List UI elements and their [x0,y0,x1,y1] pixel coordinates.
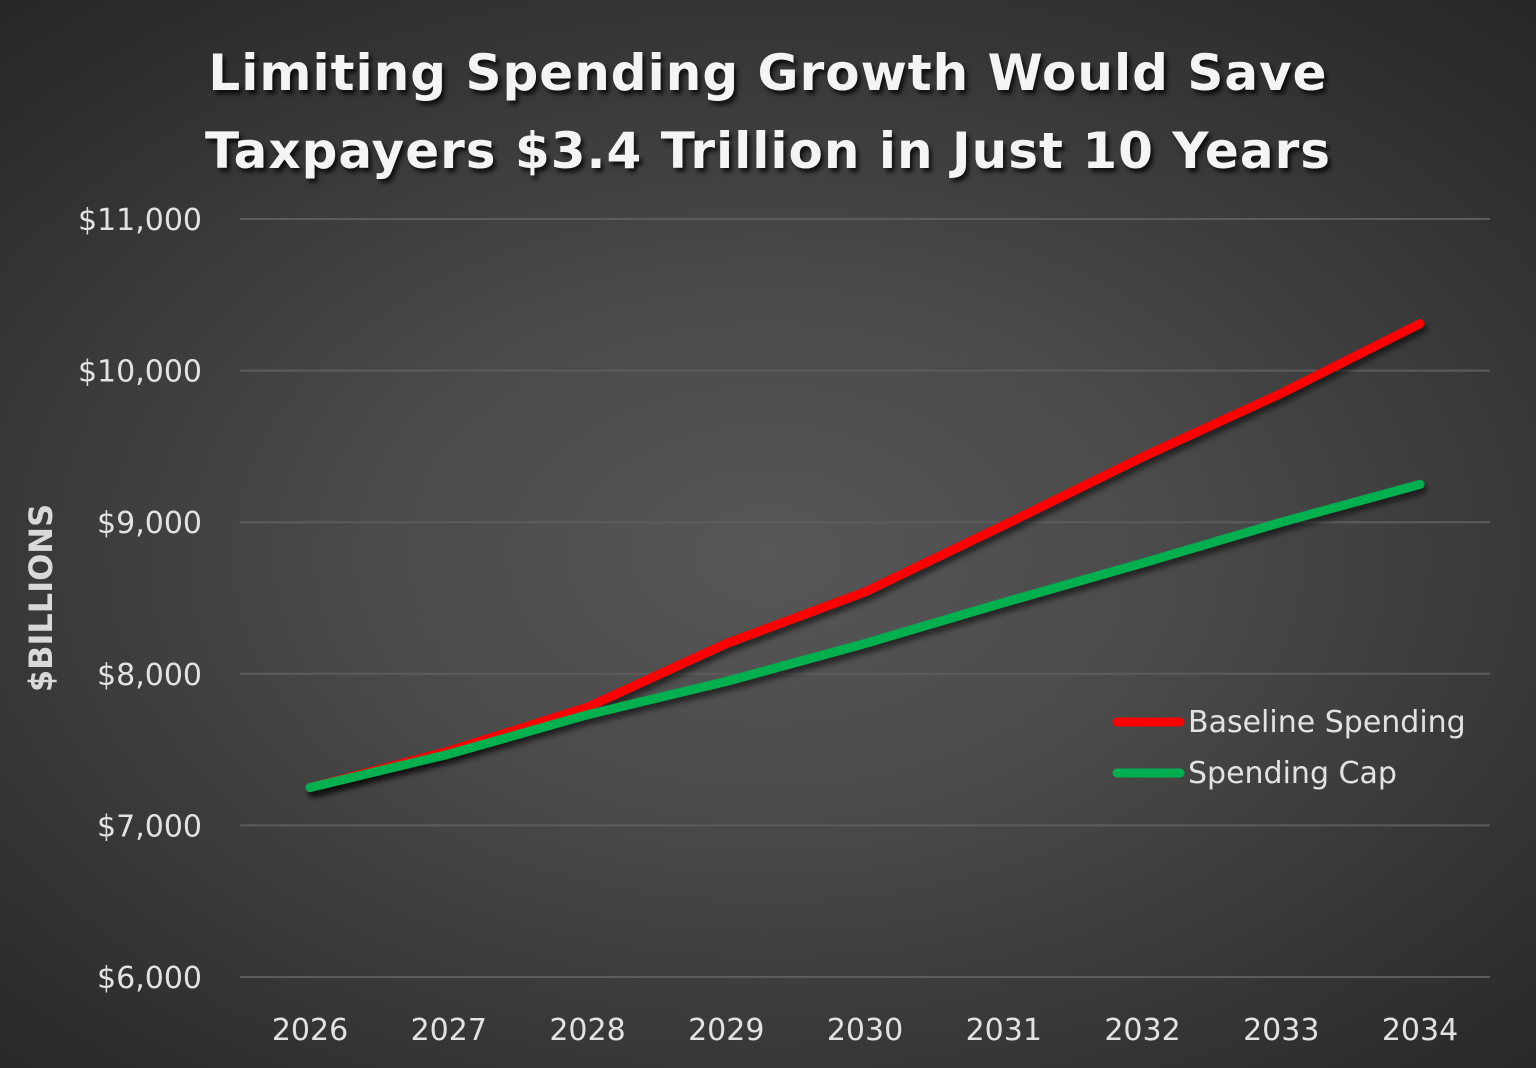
legend-item: Spending Cap [1112,756,1397,791]
x-tick-label: 2028 [549,1013,625,1048]
chart-title-line-2: Taxpayers $3.4 Trillion in Just 10 Years [204,122,1331,180]
x-tick-label: 2032 [1104,1013,1180,1048]
gridlines [240,218,1490,978]
x-tick-label: 2034 [1382,1013,1458,1048]
legend-label: Baseline Spending [1188,705,1466,740]
x-tick-label: 2031 [966,1013,1042,1048]
y-tick-label: $9,000 [97,506,202,541]
y-tick-label: $6,000 [97,961,202,996]
y-axis-label: $BILLIONS [22,504,60,692]
y-axis-tick-labels: $6,000 $7,000 $8,000 $9,000 $10,000 $11,000 [78,203,202,996]
y-tick-label: $10,000 [78,355,202,390]
y-tick-label: $7,000 [97,809,202,844]
x-tick-label: 2030 [827,1013,903,1048]
legend: Baseline Spending Spending Cap [1112,705,1466,791]
series-line-spending-cap [305,479,1425,792]
x-tick-label: 2029 [688,1013,764,1048]
legend-label: Spending Cap [1188,756,1397,791]
chart-title-line-1: Limiting Spending Growth Would Save [208,44,1328,102]
y-tick-label: $11,000 [78,203,202,238]
x-tick-label: 2026 [272,1013,348,1048]
legend-item: Baseline Spending [1112,705,1466,740]
chart-title: Limiting Spending Growth Would Save Taxp… [0,34,1536,190]
y-tick-label: $8,000 [97,658,202,693]
series-lines [305,319,1425,792]
x-tick-label: 2033 [1243,1013,1319,1048]
x-axis-tick-labels: 2026 2027 2028 2029 2030 2031 2032 2033 2034 [272,1013,1458,1048]
x-tick-label: 2027 [411,1013,487,1048]
